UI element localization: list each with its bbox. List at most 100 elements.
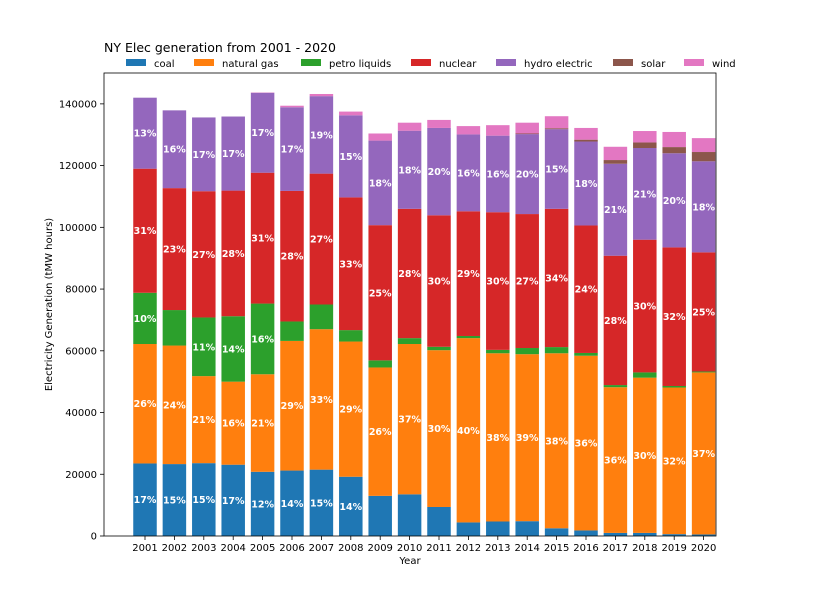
- bar-wind-2009: [368, 133, 392, 141]
- chart-title: NY Elec generation from 2001 - 2020: [104, 40, 336, 55]
- bar-hydro-electric-2006: [280, 107, 304, 191]
- bar-label: 14%: [281, 499, 304, 510]
- bar-label: 12%: [251, 499, 274, 510]
- bar-nuclear-2018: [633, 239, 657, 373]
- x-tick-label: 2016: [573, 543, 598, 554]
- x-tick-label: 2001: [132, 543, 157, 554]
- y-tick-label: 60000: [65, 346, 97, 357]
- bar-hydro-electric-2009: [368, 140, 392, 226]
- bar-label: 21%: [604, 205, 627, 216]
- bar-petro-liquids-2020: [691, 371, 716, 373]
- bar-label: 18%: [575, 179, 598, 190]
- bar-label: 15%: [545, 164, 568, 175]
- bar-wind-2014: [515, 122, 539, 134]
- bar-coal-2012: [456, 522, 481, 536]
- bars-layer: [133, 92, 716, 536]
- bar-hydro-electric-2001: [133, 97, 157, 169]
- bar-coal-2006: [280, 470, 304, 536]
- bar-label: 17%: [222, 149, 245, 160]
- bar-wind-2020: [691, 138, 716, 153]
- bar-coal-2017: [603, 532, 628, 536]
- bar-label: 20%: [428, 167, 451, 178]
- bar-label: 19%: [310, 130, 333, 141]
- bar-coal-2015: [544, 528, 569, 536]
- bar-petro-liquids-2007: [309, 304, 334, 330]
- x-tick-label: 2019: [661, 543, 686, 554]
- bar-label: 37%: [398, 415, 421, 426]
- bar-natural-gas-2001: [133, 344, 157, 464]
- bar-hydro-electric-2018: [633, 148, 657, 240]
- bar-wind-2008: [339, 111, 363, 116]
- bar-wind-2012: [456, 126, 481, 135]
- x-tick-label: 2015: [544, 543, 569, 554]
- bar-coal-2016: [574, 530, 598, 536]
- bar-natural-gas-2017: [603, 387, 628, 533]
- bar-label: 14%: [222, 344, 245, 355]
- bar-petro-liquids-2012: [456, 335, 481, 339]
- legend-swatch-natural-gas: [194, 59, 214, 66]
- bar-petro-liquids-2006: [280, 321, 304, 341]
- bar-hydro-electric-2016: [574, 141, 598, 226]
- bar-label: 28%: [222, 249, 245, 260]
- bar-natural-gas-2011: [427, 350, 451, 507]
- bar-nuclear-2020: [691, 252, 716, 372]
- bar-wind-2013: [486, 125, 510, 136]
- bar-wind-2007: [309, 93, 334, 97]
- bar-petro-liquids-2019: [662, 385, 686, 388]
- bar-label: 33%: [339, 259, 362, 270]
- bar-natural-gas-2006: [280, 340, 304, 471]
- bar-label: 38%: [486, 433, 509, 444]
- bar-nuclear-2013: [486, 212, 510, 350]
- x-axis-label: Year: [398, 556, 421, 567]
- bar-nuclear-2016: [574, 225, 598, 353]
- bar-coal-2003: [192, 463, 216, 536]
- bar-nuclear-2010: [397, 208, 422, 339]
- legend-swatch-solar: [613, 59, 633, 66]
- bar-solar-2019: [662, 147, 686, 154]
- legend-label-coal: coal: [154, 59, 175, 70]
- bar-label: 32%: [663, 312, 686, 323]
- bar-petro-liquids-2001: [133, 292, 157, 345]
- bar-label: 13%: [134, 129, 157, 140]
- bar-hydro-electric-2015: [544, 129, 569, 209]
- bar-coal-2002: [162, 464, 187, 536]
- bar-hydro-electric-2014: [515, 134, 539, 215]
- bar-coal-2019: [662, 534, 686, 536]
- bar-label: 18%: [398, 165, 421, 176]
- bar-label: 26%: [369, 427, 392, 438]
- bar-nuclear-2014: [515, 214, 539, 349]
- x-tick-label: 2003: [191, 543, 216, 554]
- bar-hydro-electric-2004: [221, 116, 245, 191]
- bar-label: 33%: [310, 395, 333, 406]
- legend-label-solar: solar: [641, 59, 666, 70]
- bar-label: 37%: [692, 449, 715, 460]
- bar-label: 30%: [428, 424, 451, 435]
- x-tick-label: 2014: [514, 543, 539, 554]
- bar-petro-liquids-2005: [250, 303, 275, 375]
- bar-nuclear-2002: [162, 188, 187, 311]
- bar-label: 27%: [516, 277, 539, 288]
- bar-label: 17%: [222, 496, 245, 507]
- bar-nuclear-2019: [662, 247, 686, 386]
- bar-nuclear-2007: [309, 173, 334, 305]
- legend-swatch-nuclear: [411, 59, 431, 66]
- bar-nuclear-2005: [250, 172, 275, 304]
- bar-natural-gas-2010: [397, 344, 422, 495]
- bar-natural-gas-2005: [250, 374, 275, 472]
- bar-nuclear-2006: [280, 190, 304, 322]
- bar-solar-2015: [544, 128, 569, 130]
- bar-petro-liquids-2010: [397, 338, 422, 345]
- bar-label: 31%: [134, 226, 157, 237]
- bar-label: 16%: [163, 145, 186, 156]
- bar-label: 26%: [134, 399, 157, 410]
- bar-label: 18%: [369, 178, 392, 189]
- bar-label: 39%: [516, 433, 539, 444]
- bar-label: 27%: [192, 250, 215, 261]
- x-tick-label: 2006: [279, 543, 304, 554]
- bar-label: 17%: [192, 150, 215, 161]
- bar-wind-2018: [633, 131, 657, 143]
- bar-label: 17%: [281, 145, 304, 156]
- x-tick-label: 2020: [691, 543, 716, 554]
- x-tick-label: 2011: [426, 543, 451, 554]
